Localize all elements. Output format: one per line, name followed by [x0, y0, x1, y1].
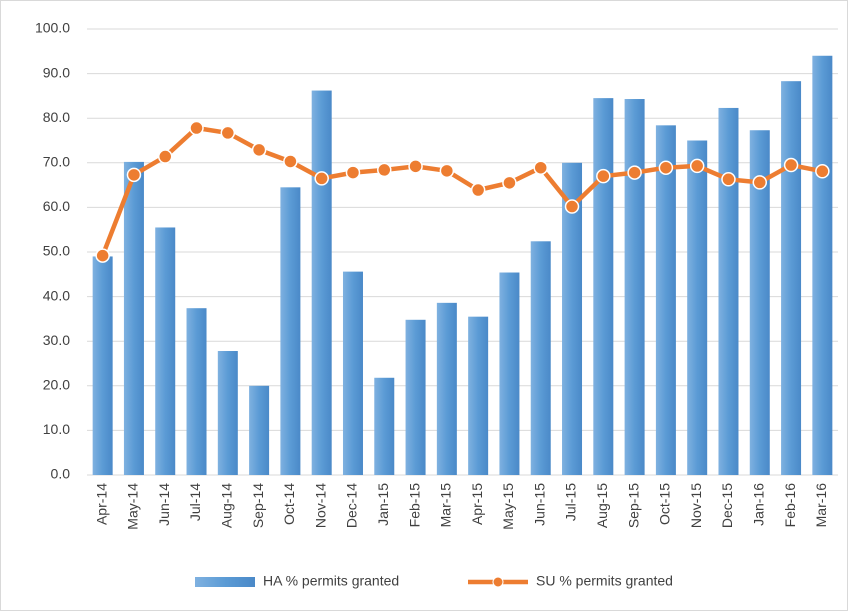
legend-label: SU % permits granted	[536, 573, 673, 589]
x-tick-label: Aug-15	[594, 483, 610, 528]
bar	[405, 319, 426, 475]
x-tick-label: Dec-15	[719, 483, 735, 528]
x-tick-label: Dec-14	[344, 483, 360, 528]
line-marker	[721, 172, 736, 187]
line-marker	[220, 125, 236, 141]
x-tick-label: Mar-15	[438, 483, 454, 528]
bar	[217, 351, 238, 475]
y-tick-label: 40.0	[43, 287, 70, 303]
x-tick-label: Sep-15	[625, 483, 641, 528]
bar	[749, 130, 770, 475]
legend-label: HA % permits granted	[263, 573, 399, 589]
x-tick-label: Apr-15	[469, 483, 485, 525]
line-marker	[752, 175, 768, 190]
bar	[530, 241, 551, 475]
x-tick-label: Jan-16	[750, 483, 766, 526]
bar	[436, 302, 457, 475]
bar	[280, 187, 301, 475]
x-tick-label: Jan-15	[375, 483, 391, 526]
bar	[593, 98, 614, 475]
bar	[812, 55, 833, 475]
line-marker	[815, 164, 830, 179]
line-marker	[408, 159, 423, 174]
bar	[562, 162, 583, 476]
line-marker	[502, 175, 517, 191]
line-marker	[470, 182, 486, 198]
line-marker	[658, 160, 674, 175]
x-tick-label: Jul-14	[187, 483, 203, 521]
x-tick-label: Nov-14	[312, 483, 328, 528]
y-tick-label: 50.0	[43, 243, 70, 259]
line-marker	[533, 160, 548, 175]
line-marker	[314, 171, 329, 186]
bar	[342, 271, 363, 475]
line-marker	[345, 165, 361, 180]
bar	[687, 140, 708, 475]
x-tick-label: May-14	[125, 483, 141, 530]
line-marker	[251, 142, 267, 158]
line-marker	[596, 168, 611, 184]
line-marker	[126, 167, 142, 183]
x-tick-label: Jul-15	[563, 483, 579, 521]
y-tick-label: 0.0	[51, 466, 71, 482]
bar	[186, 308, 207, 475]
bar	[468, 316, 489, 475]
x-tick-label: Mar-16	[813, 483, 829, 528]
x-tick-label: Jun-14	[156, 483, 172, 526]
x-tick-label: Nov-15	[688, 483, 704, 528]
line-marker	[283, 154, 298, 169]
x-tick-label: Apr-14	[93, 483, 109, 525]
x-tick-label: Oct-15	[657, 483, 673, 525]
y-tick-label: 20.0	[43, 377, 70, 393]
line-marker	[627, 165, 642, 180]
legend-swatch	[195, 577, 255, 587]
line-marker	[564, 199, 580, 214]
bar	[123, 161, 144, 475]
x-tick-label: May-15	[500, 483, 516, 530]
y-tick-label: 30.0	[43, 332, 70, 348]
y-tick-label: 90.0	[43, 64, 70, 80]
bar	[624, 99, 645, 475]
line-marker	[377, 162, 392, 178]
x-tick-label: Jun-15	[531, 483, 547, 526]
line-marker	[189, 120, 204, 136]
x-tick-label: Aug-14	[219, 483, 235, 528]
line-marker	[95, 248, 110, 263]
line-marker	[157, 149, 173, 164]
legend-swatch-marker	[492, 576, 504, 588]
bar	[249, 385, 270, 475]
line-marker	[439, 163, 455, 179]
y-tick-label: 60.0	[43, 198, 70, 214]
bar	[374, 377, 395, 475]
y-tick-label: 100.0	[35, 20, 70, 36]
line-marker	[783, 157, 799, 173]
x-tick-label: Feb-16	[782, 483, 798, 528]
x-tick-label: Oct-14	[281, 483, 297, 525]
x-tick-label: Feb-15	[406, 483, 422, 528]
line-marker	[689, 158, 705, 174]
bar	[311, 90, 332, 475]
y-tick-label: 80.0	[43, 109, 70, 125]
x-tick-label: Sep-14	[250, 483, 266, 528]
bar	[155, 227, 176, 475]
y-tick-label: 70.0	[43, 154, 70, 170]
bar	[499, 272, 520, 475]
bar	[655, 125, 676, 475]
bar	[92, 256, 113, 475]
bar	[781, 81, 802, 475]
bar	[718, 107, 739, 475]
y-tick-label: 10.0	[43, 421, 70, 437]
